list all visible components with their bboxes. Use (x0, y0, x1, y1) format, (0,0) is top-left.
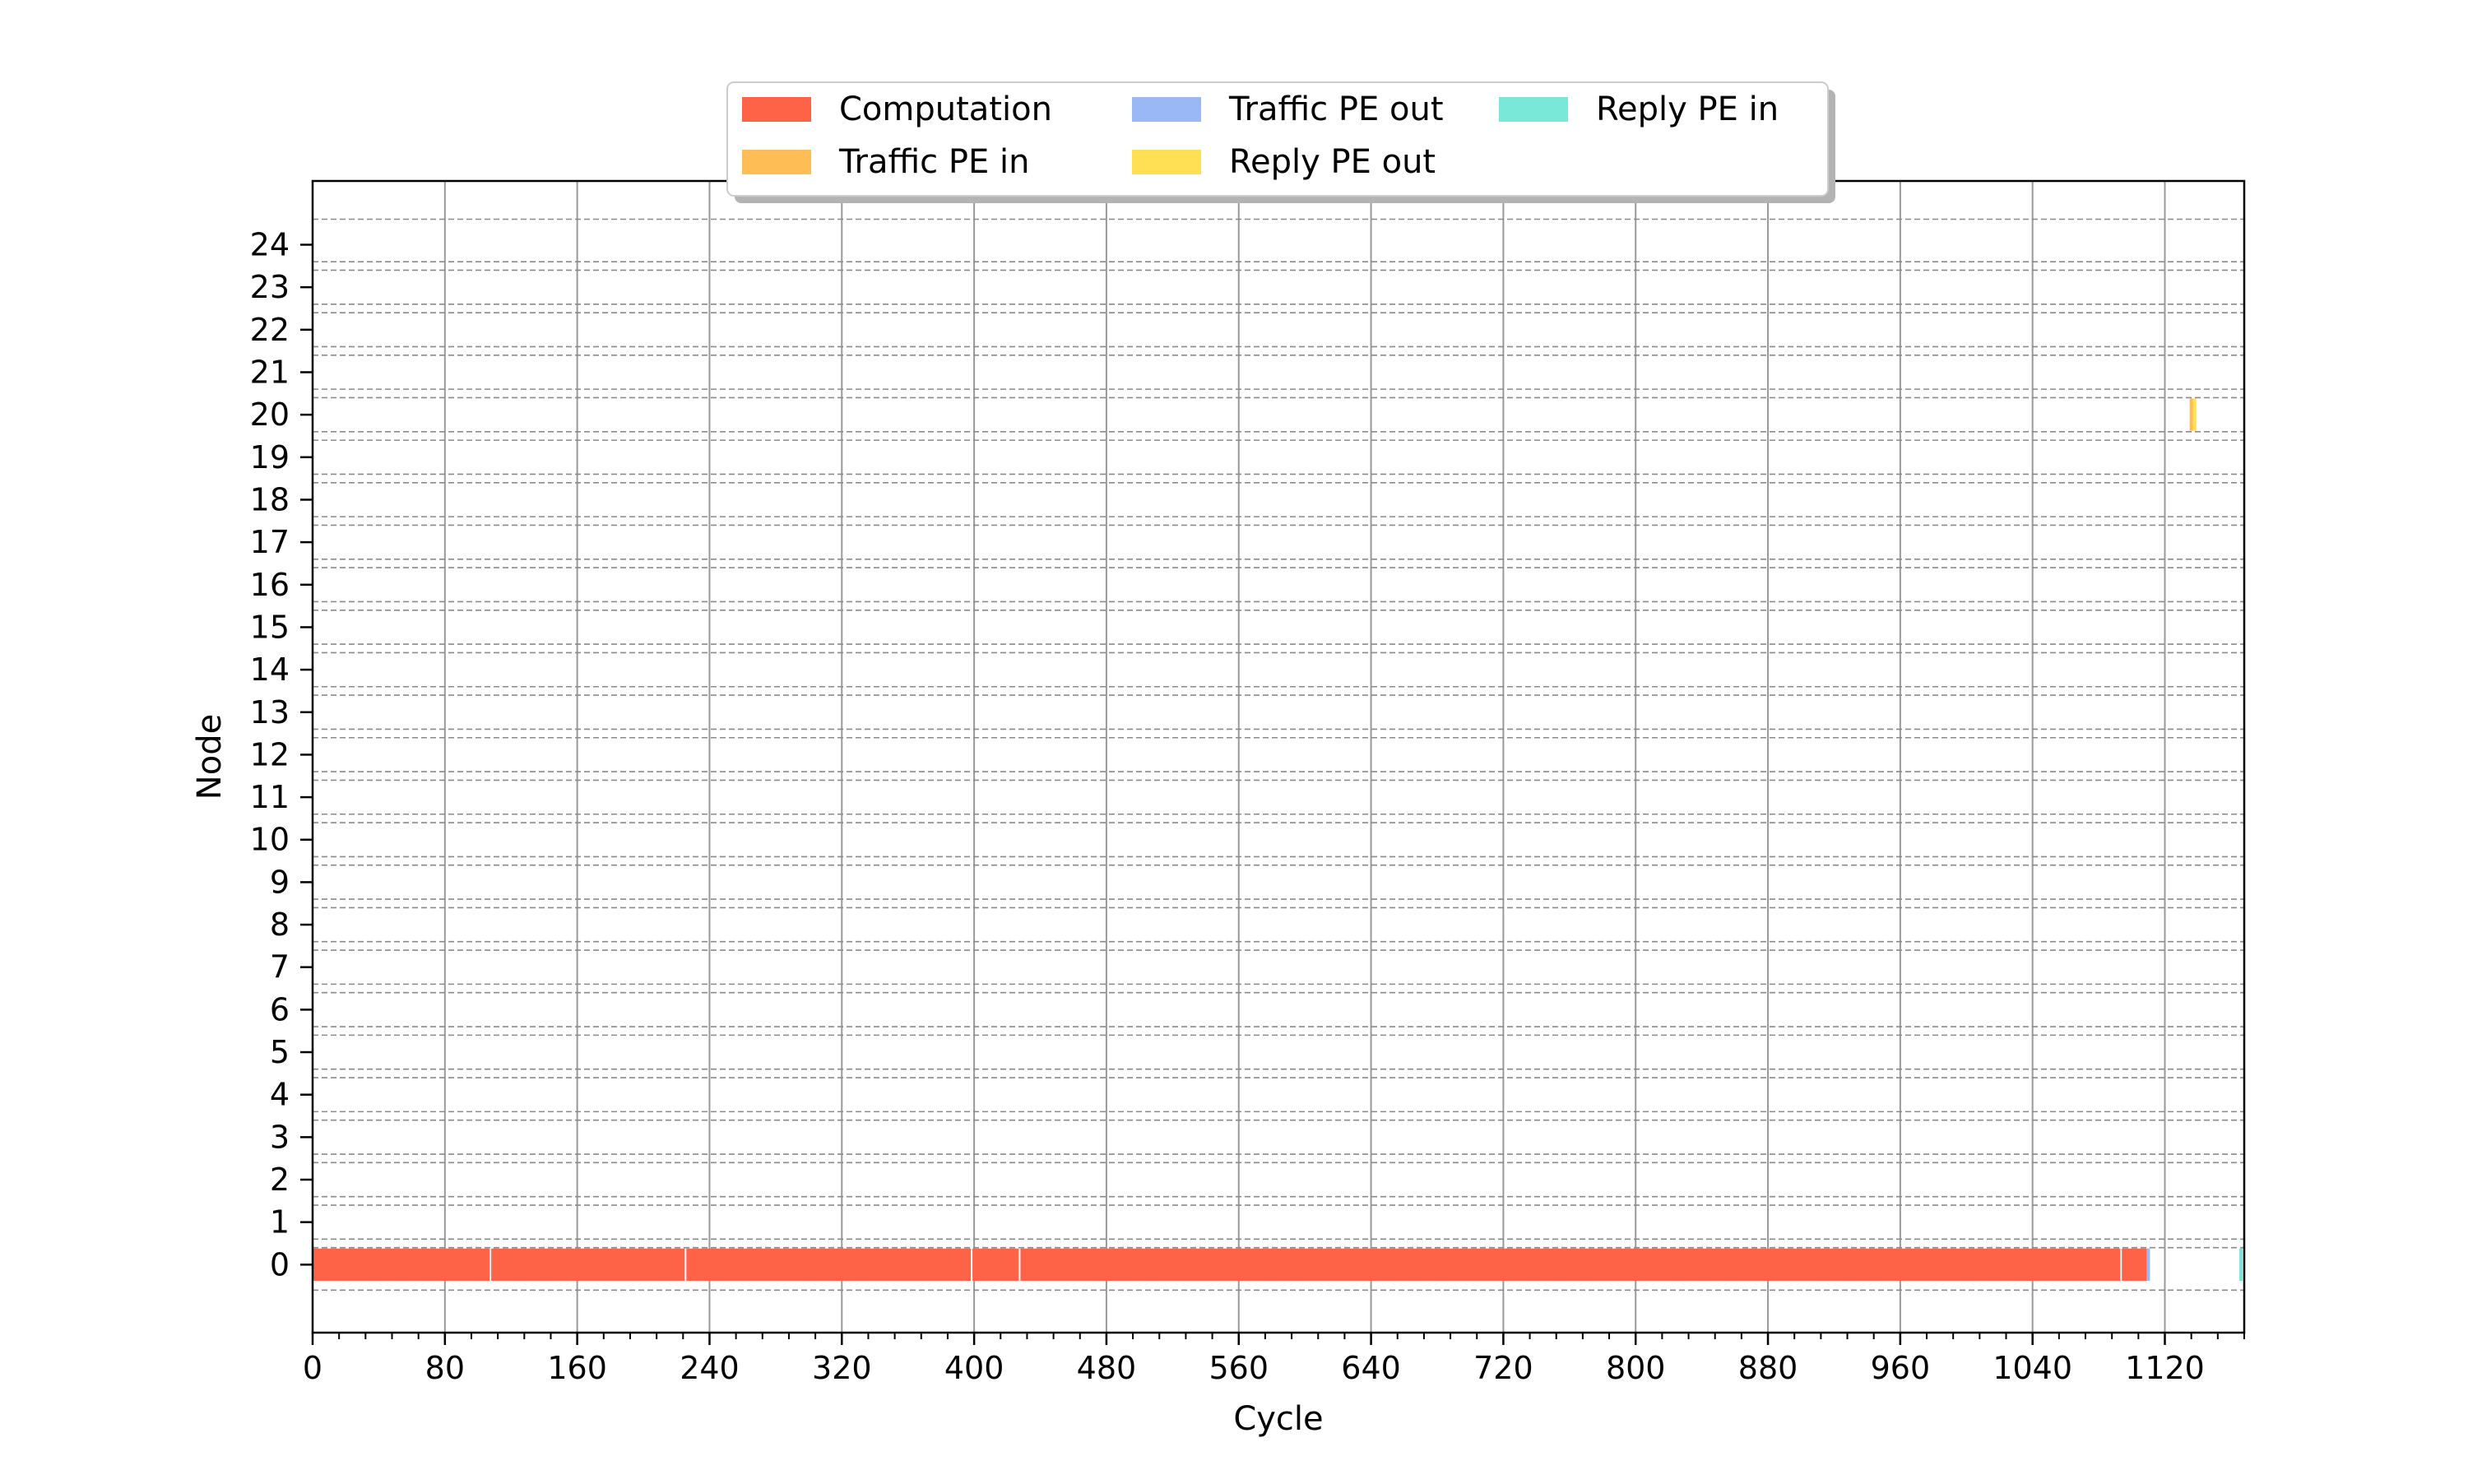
x-tick-label: 320 (812, 1350, 872, 1386)
bar-computation (686, 1248, 972, 1281)
y-tick-label: 24 (250, 226, 290, 262)
legend-label: Traffic PE out (1228, 90, 1444, 128)
y-tick-label: 17 (250, 524, 290, 560)
y-tick-label: 7 (270, 949, 290, 985)
y-tick-label: 10 (250, 822, 290, 858)
x-tick-label: 960 (1871, 1350, 1931, 1386)
y-tick-label: 15 (250, 609, 290, 645)
y-tick-label: 23 (250, 269, 290, 305)
y-tick-label: 6 (270, 991, 290, 1027)
x-tick-label: 480 (1077, 1350, 1137, 1386)
y-tick-label: 14 (250, 652, 290, 688)
y-tick-label: 18 (250, 481, 290, 517)
x-tick-label: 1120 (2125, 1350, 2205, 1386)
y-tick-label: 2 (270, 1162, 290, 1198)
legend-swatch-reply-pe-in (1499, 97, 1568, 122)
x-tick-label: 400 (944, 1350, 1004, 1386)
y-tick-label: 20 (250, 397, 290, 433)
x-tick-label: 80 (425, 1350, 465, 1386)
legend-swatch-computation (742, 97, 811, 122)
bar-reply-pe-in (2238, 1248, 2243, 1281)
x-tick-label: 640 (1341, 1350, 1401, 1386)
y-tick-label: 4 (270, 1077, 290, 1113)
bar-traffic-pe-out (2146, 1248, 2150, 1281)
legend-swatch-traffic-pe-out (1132, 97, 1201, 122)
y-tick-label: 5 (270, 1034, 290, 1070)
bar-traffic-pe-in (2189, 398, 2193, 431)
y-tick-label: 12 (250, 736, 290, 772)
y-tick-label: 0 (270, 1246, 290, 1282)
axes-layer: 0 80 160 240 320 400 480 560 640 720 800 880 960 1040… (250, 226, 2245, 1386)
legend-swatch-traffic-pe-in (742, 150, 811, 174)
x-tick-label: 160 (547, 1350, 607, 1386)
x-axis-label: Cycle (1233, 1400, 1323, 1438)
y-tick-label: 8 (270, 907, 290, 943)
grid-layer (313, 181, 2244, 1333)
y-tick-label: 1 (270, 1204, 290, 1241)
plot-frame (311, 179, 2246, 1334)
legend-label: Reply PE in (1596, 90, 1779, 128)
y-tick-label: 11 (250, 779, 290, 815)
bar-computation (972, 1248, 1019, 1281)
y-tick-label: 3 (270, 1119, 290, 1155)
legend-label: Reply PE out (1229, 143, 1436, 181)
y-tick-label: 13 (250, 694, 290, 730)
x-tick-label: 240 (680, 1350, 740, 1386)
bar-computation (2122, 1248, 2147, 1281)
x-tick-label: 560 (1208, 1350, 1269, 1386)
y-tick-label: 9 (270, 864, 290, 900)
legend-label: Computation (839, 90, 1052, 128)
y-tick-label: 22 (250, 312, 290, 348)
y-tick-label: 21 (250, 354, 290, 390)
x-tick-label: 800 (1606, 1350, 1666, 1386)
y-tick-label: 19 (250, 439, 290, 475)
legend: Computation Traffic PE out Reply PE in Traf… (726, 81, 1835, 203)
x-tick-label: 1040 (1992, 1350, 2072, 1386)
y-axis-label: Node (191, 714, 229, 800)
bar-computation (1020, 1248, 2121, 1281)
bars-layer (313, 398, 2243, 1281)
bar-computation (491, 1248, 685, 1281)
bar-computation (313, 1248, 490, 1281)
x-tick-label: 720 (1473, 1350, 1533, 1386)
bar-reply-pe-out (2192, 398, 2197, 431)
legend-label: Traffic PE in (838, 143, 1029, 181)
legend-swatch-reply-pe-out (1132, 150, 1201, 174)
y-tick-label: 16 (250, 567, 290, 603)
x-tick-label: 880 (1738, 1350, 1798, 1386)
x-tick-label: 0 (303, 1350, 322, 1386)
